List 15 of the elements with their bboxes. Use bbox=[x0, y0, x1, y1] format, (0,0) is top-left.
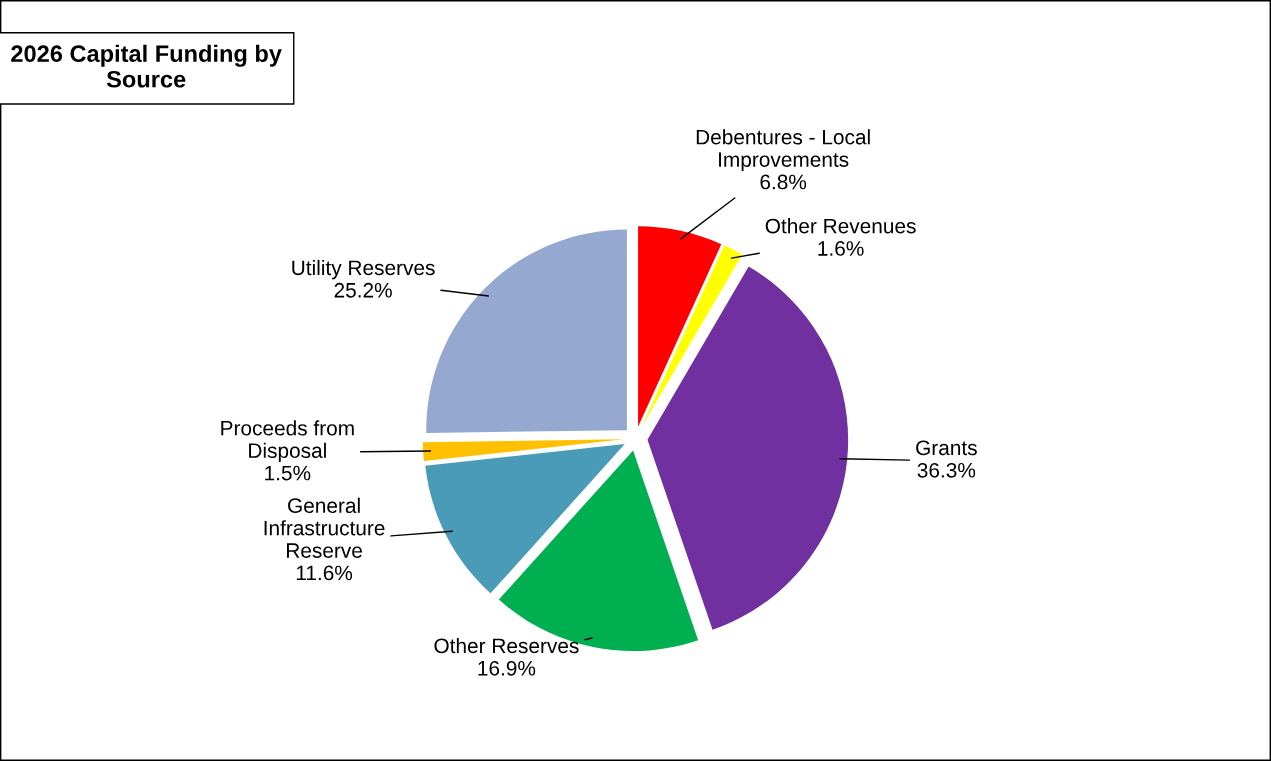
slice-label: Grants bbox=[916, 440, 977, 456]
data-label: 1.5% bbox=[265, 465, 311, 481]
slice-label: Debentures - Local Improvements bbox=[696, 129, 870, 172]
slice-label: Other Reserves bbox=[434, 637, 579, 654]
slice-label: General Infrastructure Reserve bbox=[264, 497, 385, 558]
data-label: 16.9% bbox=[478, 660, 536, 676]
data-label: 6.8% bbox=[760, 174, 807, 190]
data-label: 36.3% bbox=[917, 462, 976, 478]
data-label: 1.6% bbox=[818, 241, 864, 256]
slice-label: Utility Reserves bbox=[292, 259, 435, 280]
slice-label: Proceeds from Disposal bbox=[221, 420, 354, 463]
slice-label: Other Revenues bbox=[765, 218, 916, 234]
chart-title: 2026 Capital Funding by Source bbox=[11, 44, 282, 88]
data-label: 11.6% bbox=[296, 565, 353, 581]
data-label: 25.2% bbox=[334, 282, 392, 298]
